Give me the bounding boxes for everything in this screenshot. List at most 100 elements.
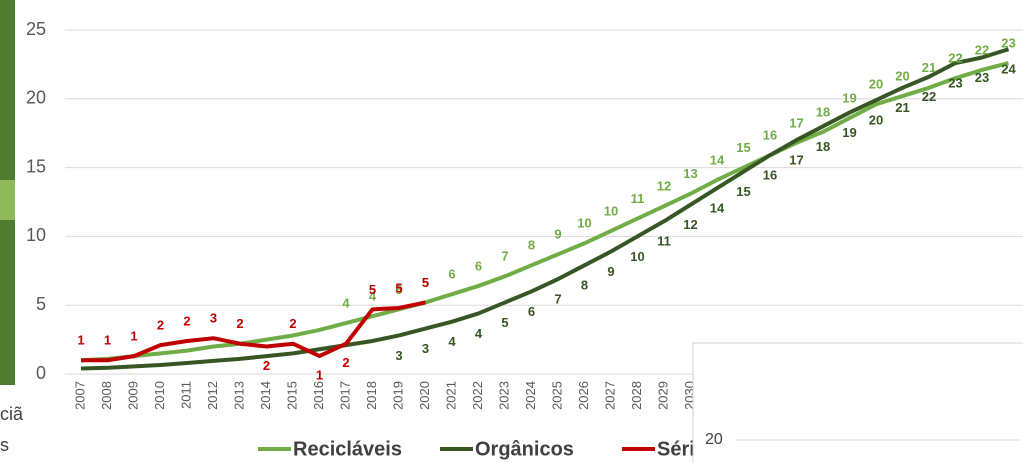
y-tick-label: 20 — [26, 88, 46, 108]
x-tick-label: 2018 — [364, 381, 379, 410]
data-label: 3 — [210, 311, 217, 326]
data-label: 4 — [342, 296, 350, 311]
data-label: 5 — [501, 315, 508, 330]
data-label: 6 — [475, 258, 482, 273]
series-line — [80, 47, 1010, 371]
side-text: ciã — [0, 404, 24, 424]
x-tick-label: 2020 — [417, 381, 432, 410]
data-label: 22 — [922, 89, 936, 104]
x-tick-label: 2007 — [72, 381, 87, 410]
data-label: 10 — [604, 203, 618, 218]
y-tick-label: 10 — [26, 225, 46, 245]
data-label: 6 — [528, 304, 535, 319]
data-label: 17 — [789, 153, 803, 168]
data-label: 12 — [683, 217, 697, 232]
data-label: 9 — [607, 264, 614, 279]
data-label: 24 — [1001, 62, 1016, 77]
x-tick-label: 2025 — [549, 381, 564, 410]
data-label: 16 — [763, 168, 777, 183]
data-label: 13 — [683, 166, 697, 181]
data-label: 22 — [975, 42, 989, 57]
series-line — [80, 61, 1010, 363]
data-label: 5 — [369, 282, 376, 297]
photo-edge — [0, 180, 15, 220]
y-tick-label: 15 — [26, 156, 46, 176]
data-label: 1 — [104, 333, 111, 348]
data-label: 2 — [289, 316, 296, 331]
data-label: 15 — [736, 184, 750, 199]
data-label: 6 — [448, 267, 455, 282]
overlay-panel — [692, 342, 1023, 463]
x-tick-label: 2024 — [523, 381, 538, 410]
data-label: 12 — [657, 179, 671, 194]
data-label: 3 — [395, 348, 402, 363]
data-label: 5 — [395, 282, 402, 297]
data-label: 20 — [869, 77, 883, 92]
data-label: 18 — [816, 104, 830, 119]
data-label: 11 — [657, 234, 671, 249]
side-text: s — [0, 435, 9, 455]
data-label: 1 — [316, 368, 323, 383]
x-tick-label: 2023 — [496, 381, 511, 410]
data-label: 10 — [577, 216, 591, 231]
data-label: 2 — [183, 313, 190, 328]
legend-label: Recicláveis — [293, 438, 402, 460]
x-tick-label: 2028 — [629, 381, 644, 410]
data-label: 7 — [554, 291, 561, 306]
data-label: 4 — [448, 334, 456, 349]
data-label: 23 — [975, 70, 989, 85]
data-label: 5 — [422, 275, 429, 290]
data-label: 2 — [342, 355, 349, 370]
x-tick-label: 2012 — [205, 381, 220, 410]
data-label: 9 — [554, 227, 561, 242]
data-label: 11 — [631, 191, 645, 206]
data-label: 19 — [842, 91, 856, 106]
data-label: 14 — [710, 201, 725, 216]
data-label: 3 — [422, 341, 429, 356]
x-tick-label: 2029 — [655, 381, 670, 410]
x-tick-label: 2008 — [99, 381, 114, 410]
x-tick-label: 2019 — [390, 381, 405, 410]
data-label: 2 — [157, 318, 164, 333]
y-tick-label: 25 — [26, 19, 46, 39]
x-tick-label: 2022 — [470, 381, 485, 410]
data-label: 2 — [236, 316, 243, 331]
x-tick-label: 2026 — [576, 381, 591, 410]
series-line — [81, 300, 426, 363]
data-label: 23 — [1001, 35, 1015, 50]
data-label: 1 — [130, 329, 137, 344]
data-label: 8 — [528, 238, 535, 253]
x-tick-label: 2010 — [152, 381, 167, 410]
data-label: 5 — [395, 280, 402, 295]
y-tick-label: 0 — [36, 363, 46, 383]
data-label: 16 — [763, 128, 777, 143]
data-label: 21 — [895, 100, 909, 115]
overlay-label: 20 — [705, 431, 723, 448]
x-tick-label: 2027 — [602, 381, 617, 410]
data-label: 1 — [77, 333, 84, 348]
data-label: 18 — [816, 139, 830, 154]
data-label: 4 — [475, 326, 483, 341]
data-label: 17 — [789, 115, 803, 130]
data-label: 20 — [869, 113, 883, 128]
x-tick-label: 2009 — [125, 381, 140, 410]
x-tick-label: 2015 — [284, 381, 299, 410]
data-label: 5 — [422, 275, 429, 290]
x-tick-label: 2017 — [337, 381, 352, 410]
legend-label: Orgânicos — [475, 438, 574, 460]
data-label: 15 — [736, 140, 750, 155]
data-label: 20 — [895, 68, 909, 83]
data-label: 23 — [948, 75, 962, 90]
data-label: 22 — [948, 51, 962, 66]
data-label: 21 — [922, 60, 936, 75]
data-label: 4 — [369, 289, 377, 304]
legend-label: Séri — [657, 438, 695, 460]
data-label: 19 — [842, 125, 856, 140]
x-tick-label: 2021 — [443, 381, 458, 410]
data-label: 8 — [581, 278, 588, 293]
data-label: 2 — [263, 358, 270, 373]
x-tick-label: 2011 — [178, 381, 193, 409]
x-tick-label: 2013 — [231, 381, 246, 410]
